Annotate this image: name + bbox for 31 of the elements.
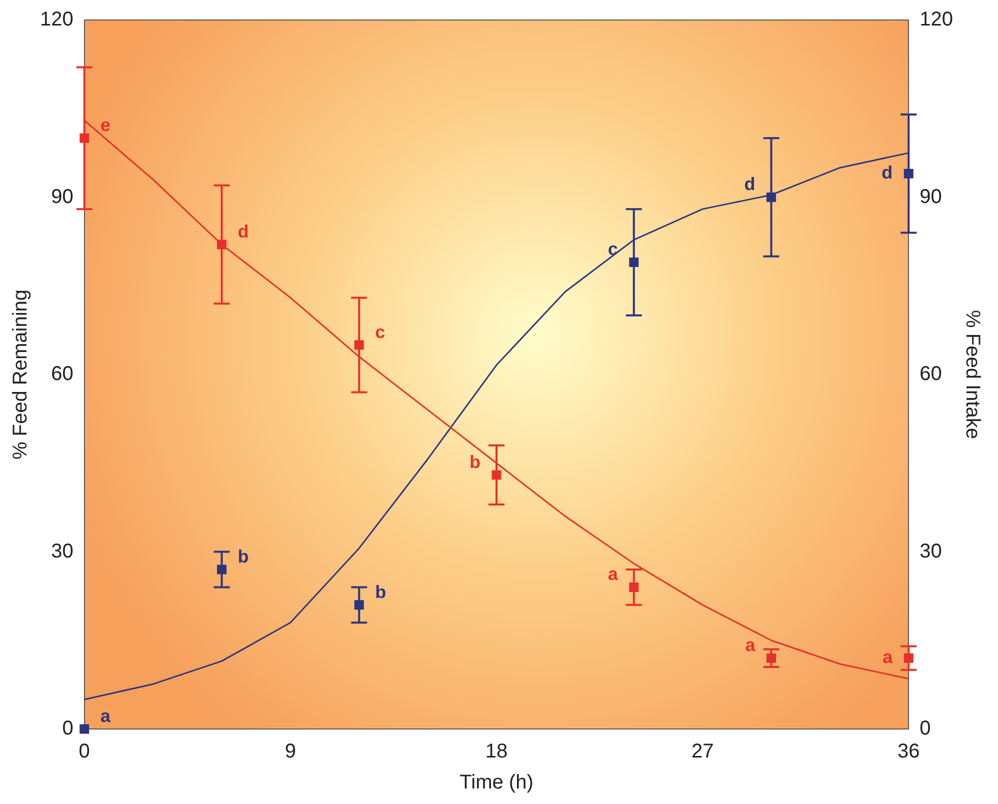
y-tick-label: 90 [51,186,74,208]
point [80,724,90,734]
y-tick-label: 0 [62,718,74,740]
annotation: d [882,162,893,183]
x-tick-label: 18 [485,740,508,763]
annotation: a [745,635,756,656]
x-tick-label: 9 [284,740,296,763]
annotation: d [238,221,249,242]
annotation: a [100,706,112,726]
y-tick-label: 120 [40,8,74,31]
annotation: e [100,115,110,136]
y2-tick-label: 0 [920,718,931,740]
x-tick-label: 27 [691,740,714,763]
y-tick-label: 30 [51,540,74,562]
annotation: a [882,647,894,668]
x-tick-label: 36 [898,740,920,763]
y2-axis-title: % Feed Intake [961,310,984,439]
x-tick-label: 0 [78,740,90,763]
x-axis-title: Time (h) [460,772,534,794]
y2-tick-label: 120 [920,8,954,31]
y2-tick-label: 60 [920,363,942,386]
annotation: b [238,546,249,566]
y-axis-title: % Feed Remaining [10,289,32,460]
annotation: c [375,322,386,342]
y2-tick-label: 90 [920,186,942,208]
annotation: d [744,174,756,194]
annotation: b [375,582,386,602]
annotation: a [608,564,619,584]
y-tick-label: 60 [51,363,74,386]
y2-tick-label: 30 [920,540,942,562]
annotation: b [470,452,480,472]
